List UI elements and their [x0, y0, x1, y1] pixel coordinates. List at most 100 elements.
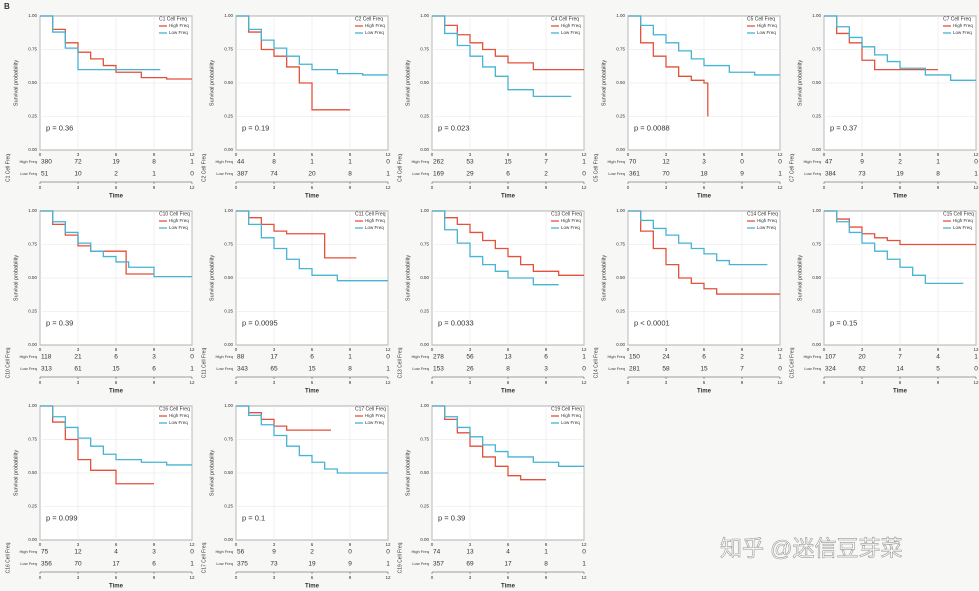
risk-count: 0 — [386, 159, 390, 166]
x-axis-label: Time — [109, 194, 124, 200]
p-value: p = 0.36 — [46, 124, 73, 133]
risk-row-label: High Freq — [19, 159, 37, 164]
risk-count: 2 — [740, 354, 744, 361]
x-tick-label: 3 — [861, 347, 864, 352]
y-tick-label: 0.25 — [616, 309, 625, 314]
y-tick-label: 1.00 — [616, 13, 625, 18]
y-tick-label: 0.75 — [28, 47, 37, 52]
legend-title: C10 Cell Freq — [159, 211, 190, 217]
risk-row-label: High Freq — [19, 549, 37, 554]
risk-table-label: C14 Cell Freq — [593, 347, 599, 378]
survival-curve — [432, 210, 559, 286]
y-tick-label: 1.00 — [616, 208, 625, 213]
risk-count: 1 — [190, 159, 194, 166]
risk-count: 17 — [504, 561, 512, 568]
risk-count: 0 — [778, 366, 782, 373]
risk-row-label: High Freq — [411, 159, 429, 164]
x-tick-label: 0 — [235, 347, 238, 352]
risk-count: 5 — [936, 366, 940, 373]
x-tick-label: 6 — [311, 542, 314, 547]
x-tick-label: 6 — [899, 380, 902, 385]
y-tick-label: 1.00 — [224, 403, 233, 408]
x-tick-label: 0 — [431, 575, 434, 580]
legend-label: Low Freq — [169, 420, 188, 425]
x-tick-label: 9 — [349, 152, 352, 157]
risk-count: 0 — [190, 354, 194, 361]
survival-curve — [824, 15, 976, 81]
risk-count: 74 — [270, 171, 278, 178]
x-tick-label: 6 — [115, 152, 118, 157]
x-tick-label: 6 — [115, 185, 118, 190]
survival-curve — [40, 405, 192, 466]
x-tick-label: 3 — [77, 185, 80, 190]
survival-curve — [236, 15, 388, 76]
risk-count: 1 — [778, 354, 782, 361]
x-tick-label: 0 — [823, 185, 826, 190]
x-tick-label: 0 — [235, 185, 238, 190]
risk-count: 9 — [740, 171, 744, 178]
risk-count: 0 — [190, 171, 194, 178]
risk-count: 1 — [348, 159, 352, 166]
risk-count: 3 — [544, 366, 548, 373]
survival-curve — [432, 15, 584, 71]
risk-count: 0 — [974, 159, 978, 166]
legend-label: Low Freq — [561, 420, 580, 425]
x-tick-label: 12 — [385, 380, 391, 385]
x-tick-label: 0 — [235, 542, 238, 547]
risk-count: 262 — [433, 159, 444, 166]
risk-row-label: Low Freq — [412, 171, 429, 176]
x-tick-label: 0 — [627, 347, 630, 352]
risk-table-label: C11 Cell Freq — [201, 348, 207, 379]
y-tick-label: 0.75 — [420, 47, 429, 52]
risk-count: 0 — [582, 549, 586, 556]
risk-count: 1 — [310, 159, 314, 166]
risk-row-label: High Freq — [607, 354, 625, 359]
y-tick-label: 0.75 — [616, 242, 625, 247]
y-tick-label: 0.75 — [28, 242, 37, 247]
x-axis-label: Time — [109, 389, 124, 395]
risk-count: 72 — [74, 159, 82, 166]
y-tick-label: 0.00 — [224, 147, 233, 152]
y-tick-label: 1.00 — [224, 13, 233, 18]
y-tick-label: 0.25 — [224, 309, 233, 314]
risk-count: 24 — [662, 354, 670, 361]
x-tick-label: 3 — [469, 347, 472, 352]
risk-count: 375 — [237, 561, 248, 568]
x-tick-label: 12 — [385, 575, 391, 580]
risk-count: 3 — [152, 354, 156, 361]
risk-count: 324 — [825, 366, 836, 373]
legend-label: Low Freq — [169, 225, 188, 230]
x-tick-label: 9 — [153, 542, 156, 547]
legend-label: High Freq — [953, 23, 973, 28]
risk-table-label: C13 Cell Freq — [397, 347, 403, 378]
survival-curve — [824, 210, 976, 246]
y-axis-label: Survival probability — [601, 255, 607, 301]
risk-table-label: C10 Cell Freq — [5, 347, 11, 378]
y-tick-label: 0.50 — [28, 470, 37, 475]
x-tick-label: 9 — [153, 380, 156, 385]
risk-row-label: High Freq — [803, 159, 821, 164]
risk-table-label: C19 Cell Freq — [397, 542, 403, 573]
risk-count: 7 — [544, 159, 548, 166]
risk-count: 26 — [466, 366, 474, 373]
x-tick-label: 3 — [861, 152, 864, 157]
x-tick-label: 12 — [385, 347, 391, 352]
legend-title: C4 Cell Freq — [551, 16, 579, 22]
y-tick-label: 0.00 — [28, 147, 37, 152]
x-tick-label: 3 — [861, 185, 864, 190]
risk-row-label: High Freq — [411, 549, 429, 554]
x-tick-label: 12 — [777, 185, 783, 190]
x-tick-label: 3 — [665, 185, 668, 190]
risk-table-label: C4 Cell Freq — [397, 154, 403, 182]
risk-count: 1 — [386, 171, 390, 178]
y-tick-label: 0.75 — [224, 47, 233, 52]
x-tick-label: 9 — [937, 185, 940, 190]
x-tick-label: 0 — [235, 152, 238, 157]
x-tick-label: 12 — [777, 347, 783, 352]
y-tick-label: 0.00 — [616, 147, 625, 152]
risk-count: 14 — [896, 366, 904, 373]
survival-curve — [824, 210, 964, 285]
risk-count: 51 — [41, 171, 49, 178]
y-tick-label: 0.75 — [812, 47, 821, 52]
